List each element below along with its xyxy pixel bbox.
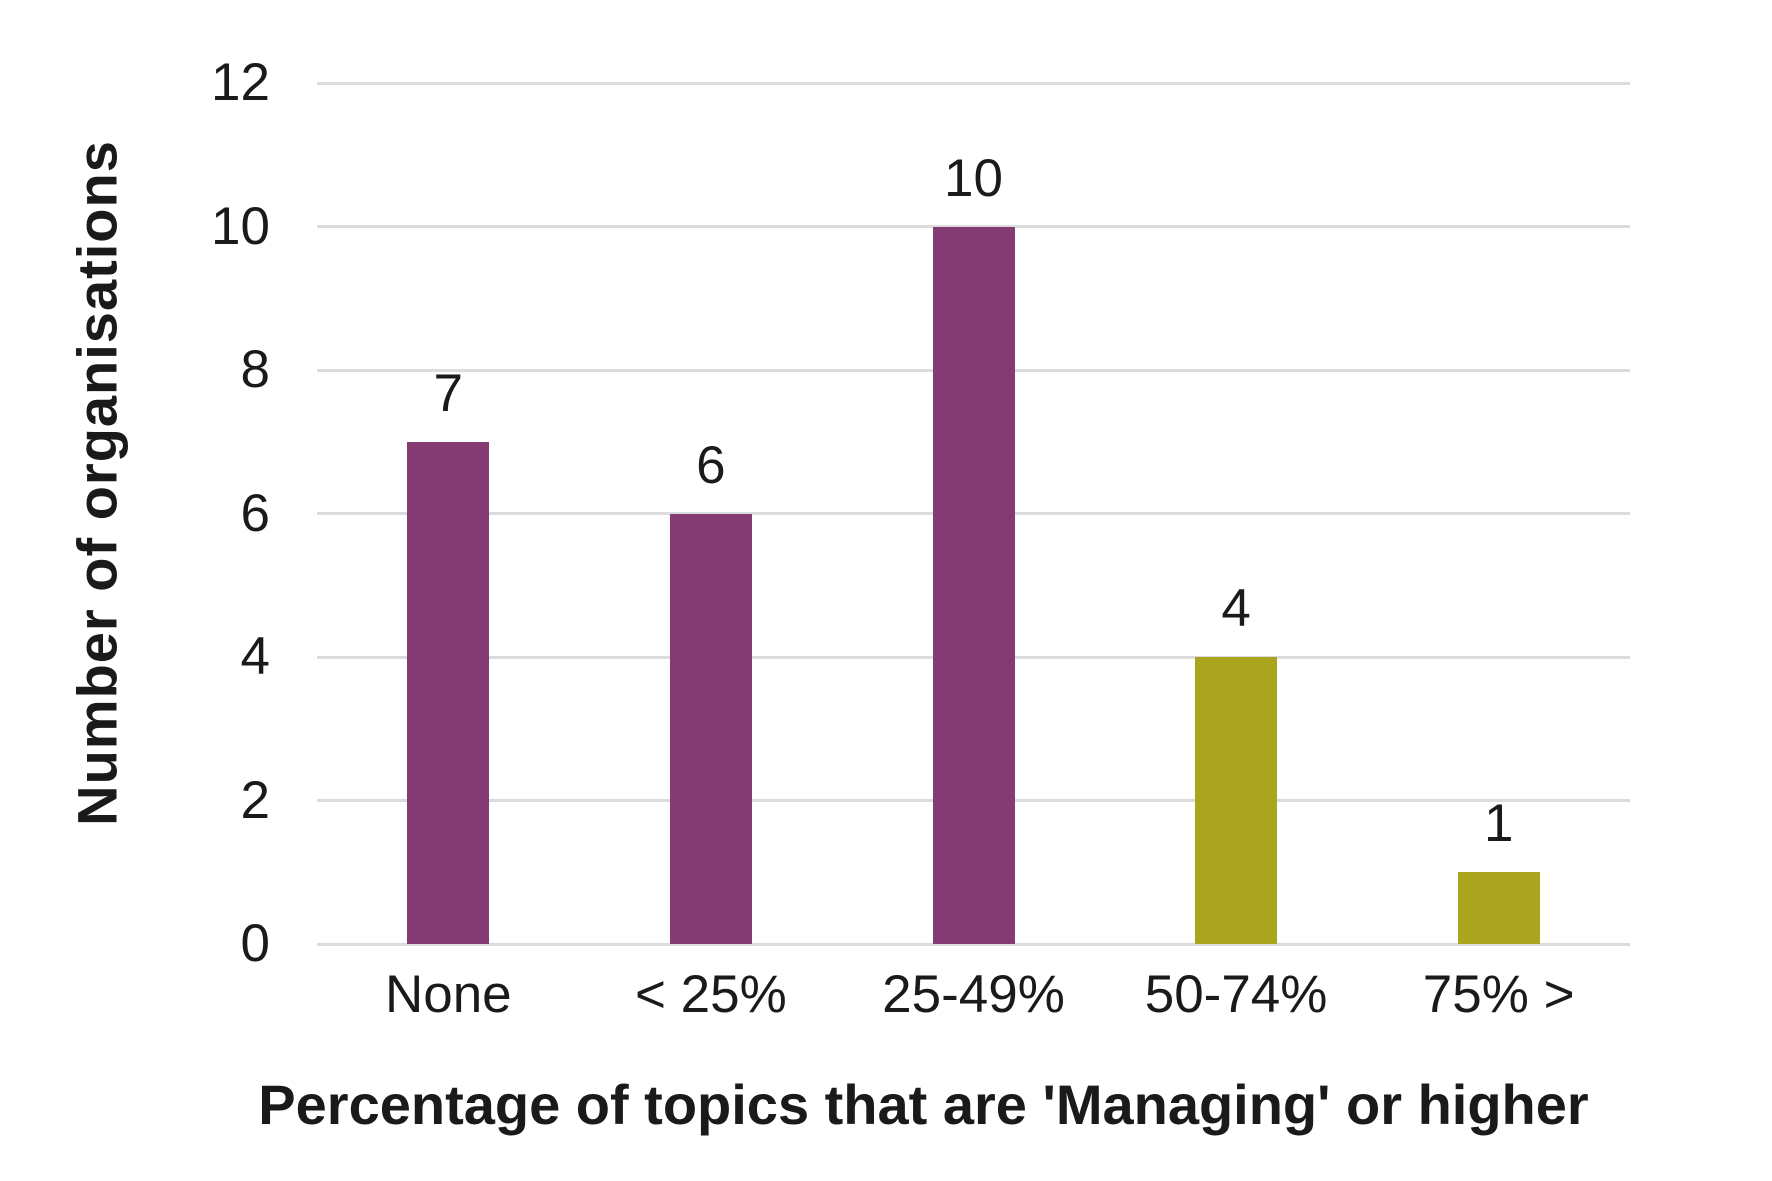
x-category-label-4: 50-74% — [1144, 965, 1328, 1024]
gridline-0 — [317, 942, 1630, 946]
bar-5 — [1457, 872, 1540, 944]
bar-value-label-5: 1 — [1483, 794, 1514, 854]
x-axis-category-labels: None < 25% 25-49% 50-74% 75% > — [317, 965, 1630, 1024]
x-category-label-3: 25-49% — [882, 965, 1065, 1024]
y-tick-label-10: 10 — [211, 196, 270, 256]
bar-3 — [932, 226, 1015, 944]
y-tick-label-6: 6 — [240, 483, 270, 543]
y-tick-label-8: 8 — [240, 340, 270, 399]
y-tick-label-12: 12 — [211, 53, 270, 112]
bar-value-label-2: 6 — [696, 435, 726, 495]
bar-1 — [407, 441, 490, 944]
x-category-label-1: None — [384, 965, 512, 1024]
bar-2 — [669, 513, 752, 944]
x-axis-title: Percentage of topics that are 'Managing'… — [258, 1073, 1589, 1136]
y-axis-tick-labels: 0 2 4 6 8 10 12 — [0, 53, 270, 973]
x-category-label-2: < 25% — [635, 965, 787, 1024]
y-tick-label-4: 4 — [240, 627, 270, 686]
bar-value-label-1: 7 — [433, 363, 464, 423]
bar-value-label-4: 4 — [1221, 579, 1251, 638]
plot-area: 7 6 10 4 1 — [317, 81, 1630, 946]
x-category-label-5: 75% > — [1422, 965, 1575, 1024]
y-tick-label-2: 2 — [240, 770, 270, 830]
bar-4 — [1195, 657, 1278, 944]
y-tick-label-0: 0 — [240, 914, 270, 973]
bar-value-label-3: 10 — [944, 148, 1003, 208]
gridline-12 — [317, 81, 1630, 85]
